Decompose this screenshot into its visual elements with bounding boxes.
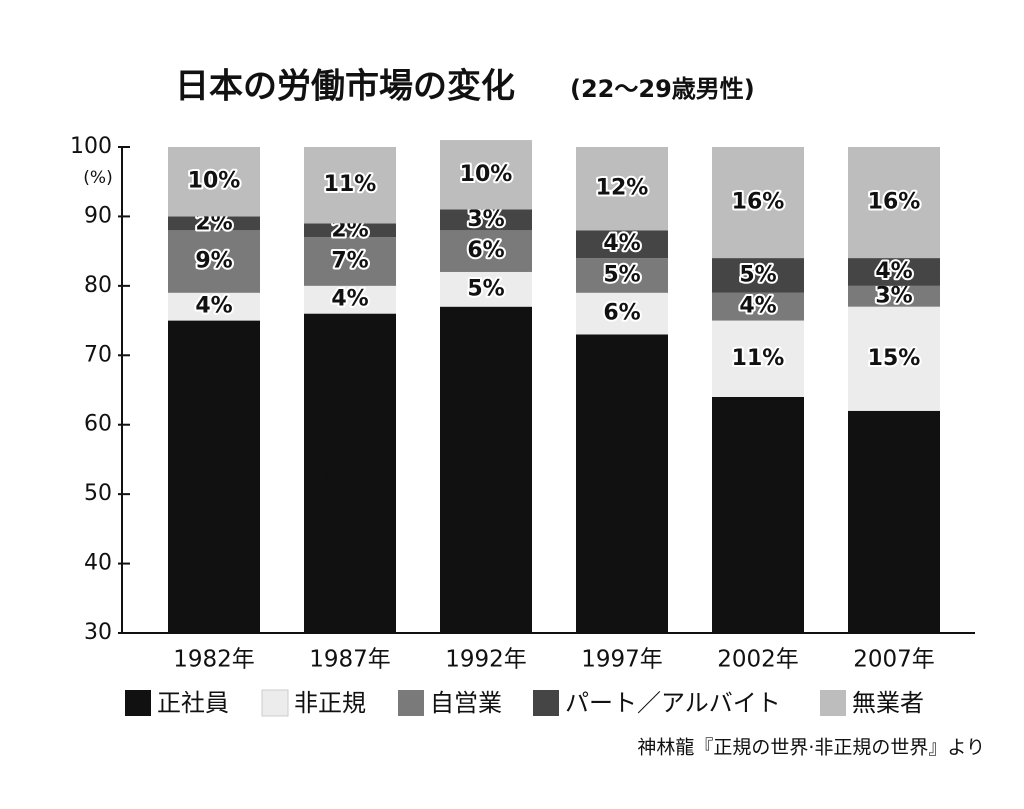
value-label: 4%	[331, 287, 368, 312]
value-label: 10%	[188, 169, 241, 194]
chart-subtitle: (22〜29歳男性)	[570, 75, 755, 103]
value-label: 3%	[467, 207, 504, 232]
value-label: 4%	[195, 294, 232, 319]
bar-segment	[712, 147, 804, 259]
value-label: 15%	[868, 346, 921, 371]
value-label: 6%	[467, 238, 504, 263]
value-label: 12%	[596, 176, 649, 201]
bar-segment	[712, 396, 804, 633]
value-label: 62%	[868, 509, 921, 534]
value-label: 75%	[188, 464, 241, 489]
bar-segment	[848, 410, 940, 633]
bar-segment	[440, 209, 532, 231]
bar-segment	[576, 230, 668, 259]
bar-segment	[576, 258, 668, 293]
bar-segment	[168, 292, 260, 321]
value-label: 5%	[739, 262, 776, 287]
value-label: 5%	[603, 262, 640, 287]
legend-swatch	[533, 690, 559, 716]
value-label: 5%	[467, 276, 504, 301]
x-tick-label: 1992年	[445, 647, 527, 673]
chart-title: 日本の労働市場の変化	[175, 67, 515, 107]
y-unit: (%)	[83, 168, 112, 188]
bar-segment	[168, 320, 260, 633]
legend-swatch	[398, 690, 424, 716]
value-label: 16%	[868, 190, 921, 215]
value-label: 76%	[324, 460, 377, 485]
legend-swatch	[261, 689, 289, 717]
bar-segment	[304, 147, 396, 224]
value-label: 10%	[460, 162, 513, 187]
bar-segment	[304, 313, 396, 633]
bar-segment	[440, 230, 532, 272]
value-label: 11%	[324, 172, 377, 197]
bar-segment	[576, 334, 668, 633]
x-tick-label: 1982年	[173, 647, 255, 673]
value-label: 4%	[603, 231, 640, 256]
bar-segment	[848, 258, 940, 286]
y-tick-label: 30	[84, 620, 112, 645]
value-label: 6%	[603, 301, 640, 326]
x-tick-label: 1987年	[309, 647, 391, 673]
bar-segment	[576, 292, 668, 335]
value-label: 73%	[596, 471, 649, 496]
y-tick-label: 80	[84, 273, 112, 298]
legend-label: 無業者	[852, 689, 924, 717]
bar-segment	[168, 230, 260, 293]
bar-segment	[576, 147, 668, 231]
value-label: 4%	[739, 294, 776, 319]
bar-segment	[712, 292, 804, 321]
legend-label: パート／アルバイト	[565, 689, 781, 717]
bar-segment	[712, 258, 804, 293]
bar-segment	[168, 216, 260, 231]
legend-swatch	[820, 690, 846, 716]
bar-segment	[168, 147, 260, 217]
value-label: 3%	[875, 283, 912, 308]
value-label: 64%	[732, 502, 785, 527]
y-tick-label: 90	[84, 203, 112, 228]
y-tick-label: 70	[84, 342, 112, 367]
legend-label: 自営業	[430, 689, 502, 717]
x-tick-label: 2007年	[853, 647, 935, 673]
bar-segment	[440, 306, 532, 633]
bar-segment	[712, 320, 804, 397]
bar-segment	[304, 237, 396, 286]
value-label: 9%	[195, 249, 232, 274]
legend-label: 非正規	[294, 689, 366, 717]
y-tick-label: 40	[84, 551, 112, 576]
bar-segment	[440, 140, 532, 210]
y-tick-label: 50	[84, 481, 112, 506]
y-tick-label: 100	[70, 134, 112, 159]
x-tick-label: 2002年	[717, 647, 799, 673]
value-label: 16%	[732, 190, 785, 215]
source: 神林龍『正規の世界·非正規の世界』より	[637, 737, 985, 759]
value-label: 7%	[331, 249, 368, 274]
bar-segment	[304, 285, 396, 314]
y-tick-label: 60	[84, 412, 112, 437]
bar-segment	[440, 271, 532, 307]
x-tick-label: 1997年	[581, 647, 663, 673]
bar-segment	[304, 223, 396, 238]
value-label: 11%	[732, 346, 785, 371]
bar-segment	[848, 306, 940, 411]
value-label: 77%	[460, 457, 513, 482]
legend-label: 正社員	[157, 689, 229, 717]
value-label: 4%	[875, 259, 912, 284]
bar-segment	[848, 285, 940, 307]
bar-segment	[848, 147, 940, 259]
legend-swatch	[125, 690, 151, 716]
